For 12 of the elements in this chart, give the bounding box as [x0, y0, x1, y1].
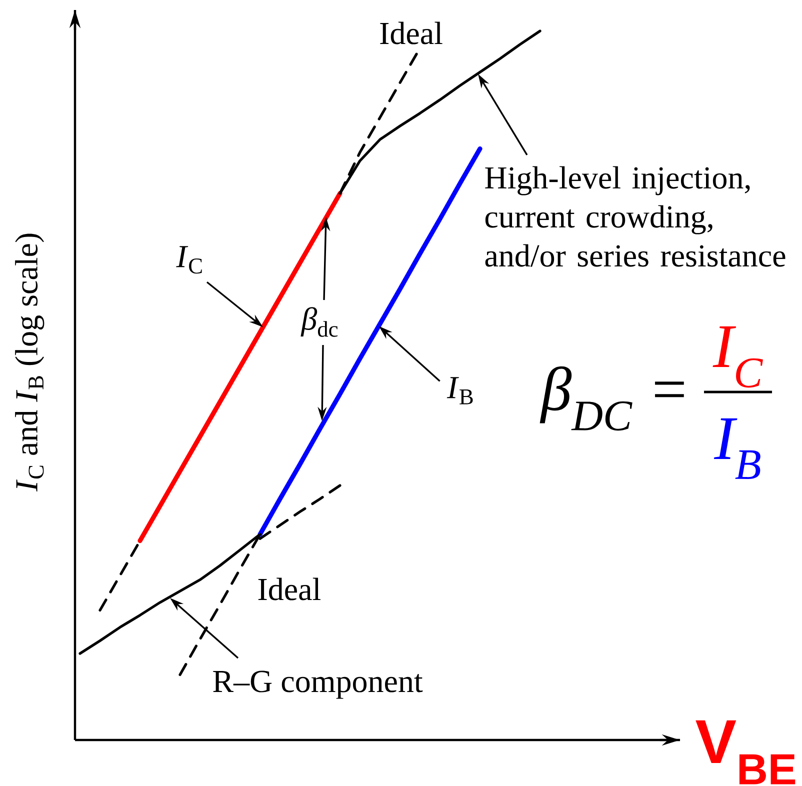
annotation: β$_{DC}$ = — [540, 366, 684, 431]
text: I$_{C}$ — [176, 246, 202, 274]
text: I$_{B}$ — [714, 418, 760, 479]
annotation: R–G component — [213, 670, 423, 699]
annotation: Ideal — [258, 578, 321, 600]
x-axis-title: V$_{BE}$ — [696, 720, 796, 784]
annotation: β$_{dc}$ — [300, 307, 338, 337]
annotation: Ideal — [380, 22, 442, 44]
y-axis-title: I$_{C}$ and I$_{B}$ (log scale) — [15, 234, 44, 492]
text: I$_{B}$ — [446, 377, 473, 404]
text: I$_{C}$ — [712, 326, 763, 388]
annotation: High-level injection, current crowding, and/or series resistance — [485, 166, 786, 267]
